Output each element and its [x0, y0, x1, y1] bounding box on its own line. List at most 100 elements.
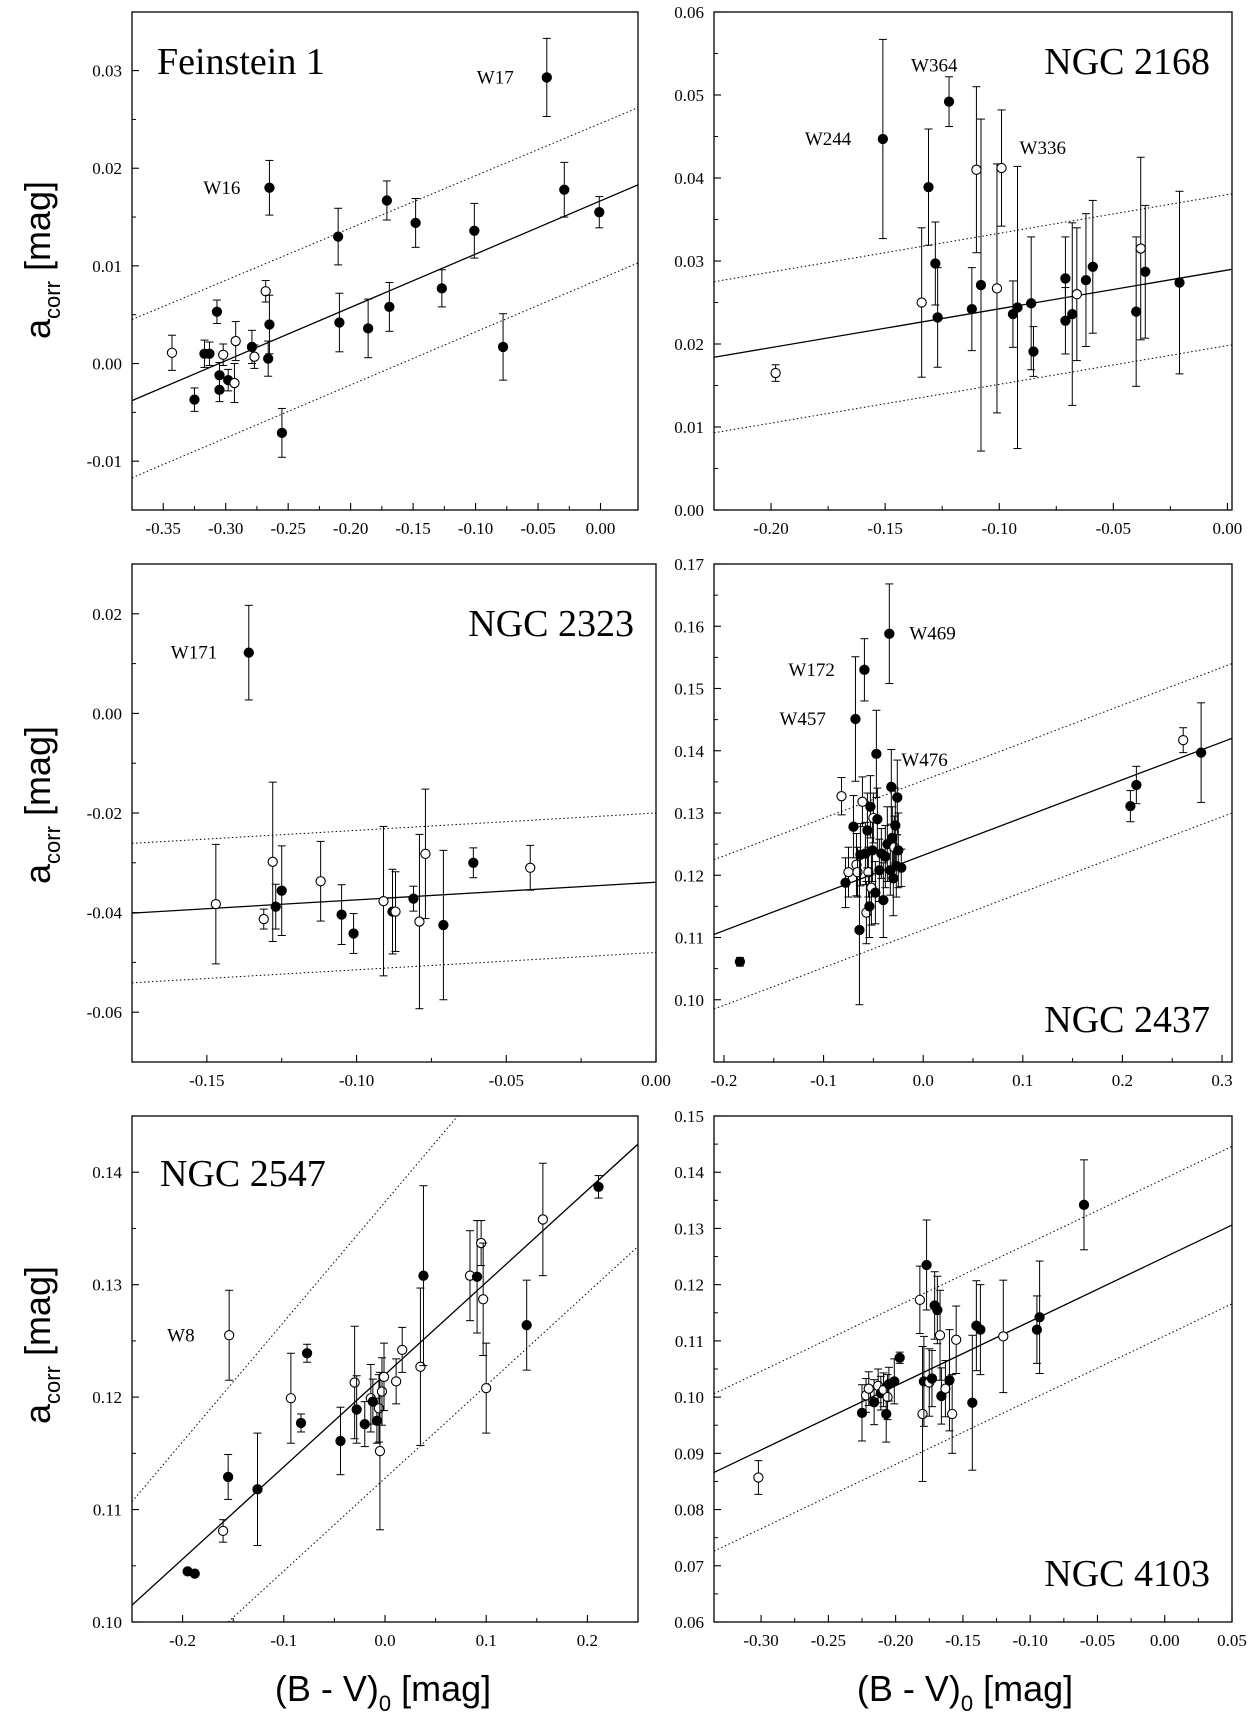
data-point-filled [1067, 308, 1078, 320]
y-axis-title-row-3: acorr [mag] [17, 1266, 65, 1424]
data-point-open [374, 1445, 386, 1457]
data-point-open [882, 1391, 893, 1403]
panel-title: NGC 2168 [1044, 41, 1210, 83]
data-point-filled [1131, 306, 1142, 317]
star-label: W336 [1020, 138, 1066, 159]
data-point-filled [1012, 302, 1023, 313]
y-tick-label: 0.06 [674, 1613, 704, 1632]
data-point-filled [214, 384, 225, 396]
y-tick-label: 0.17 [674, 555, 704, 574]
data-point-open [525, 862, 536, 873]
fit-line [132, 184, 638, 402]
x-tick-label: 0.1 [1012, 1071, 1033, 1090]
x-tick-label: -0.2 [711, 1071, 738, 1090]
y-tick-label: 0.16 [674, 617, 704, 636]
lower-bound-line [714, 1303, 1232, 1552]
data-point-filled [469, 225, 480, 236]
y-tick-label: 0.13 [92, 1276, 122, 1295]
data-point-open [229, 377, 240, 389]
data-point-filled [270, 901, 281, 912]
lower-bound-line [714, 812, 1232, 1010]
data-point-open [166, 347, 178, 358]
data-point-open [397, 1344, 408, 1356]
data-point-filled [966, 303, 978, 315]
data-point-filled [856, 1407, 868, 1419]
upper-bound-line [132, 812, 656, 844]
data-point-filled [878, 895, 889, 906]
star-label: W469 [909, 624, 955, 645]
y-tick-label: 0.02 [674, 335, 704, 354]
upper-bound-line [714, 1145, 1232, 1395]
data-point-filled [1060, 315, 1071, 326]
data-point-open [390, 906, 401, 917]
data-point-filled [436, 283, 447, 294]
data-point-filled [1087, 261, 1098, 272]
x-tick-label: -0.25 [811, 1631, 846, 1650]
data-point-open [210, 898, 221, 910]
x-tick-label: -0.20 [333, 519, 368, 538]
y-tick-label: 0.10 [674, 991, 704, 1010]
x-tick-label: -0.20 [878, 1631, 913, 1650]
chart-panel: -0.35 -0.30 -0.25 -0.20 -0.15 -0.10 -0.05 0.00 -… [87, 11, 639, 538]
data-point-filled [468, 857, 479, 868]
data-point-filled [593, 1181, 604, 1192]
data-point-filled [204, 348, 215, 359]
panel-title: NGC 4103 [1044, 1553, 1210, 1595]
data-point-open [376, 1386, 388, 1397]
data-point-filled [1026, 298, 1037, 309]
panel-title: NGC 2437 [1044, 999, 1210, 1041]
y-tick-label: 0.00 [92, 704, 122, 723]
x-tick-label: -0.20 [753, 519, 788, 538]
fit-line [714, 1224, 1232, 1474]
data-point-filled [975, 1324, 986, 1335]
y-tick-label: 0.14 [674, 1163, 704, 1182]
data-point-open [917, 1408, 928, 1420]
y-tick-label: 0.00 [92, 355, 122, 374]
data-point-filled [921, 1259, 932, 1271]
x-tick-label: 0.0 [913, 1071, 934, 1090]
data-point-open [1178, 735, 1189, 746]
data-point-open [863, 1383, 874, 1394]
lower-bound-line [132, 951, 656, 984]
data-point-filled [332, 231, 344, 242]
data-point-filled [351, 1404, 362, 1415]
data-point-open [258, 913, 269, 925]
data-point-open [537, 1214, 549, 1225]
data-point-filled [189, 1568, 200, 1579]
data-point-open [946, 1408, 958, 1420]
panel-title: Feinstein 1 [157, 41, 325, 83]
star-label: W8 [167, 1325, 194, 1346]
data-point-filled [1060, 273, 1071, 284]
data-point-filled [1125, 801, 1136, 812]
data-point-filled [926, 1373, 938, 1384]
data-point-open [230, 335, 241, 347]
data-point-filled [1131, 779, 1142, 791]
data-point-filled [975, 279, 987, 291]
data-point-filled [930, 258, 941, 269]
lower-bound-line [227, 1246, 638, 1622]
x-tick-label: 0.00 [586, 519, 616, 538]
y-tick-label: -0.01 [87, 452, 122, 471]
data-point-filled [362, 323, 374, 334]
fit-line [132, 881, 656, 914]
data-point-filled [932, 1304, 943, 1316]
data-point-filled [877, 133, 889, 145]
y-tick-label: 0.08 [674, 1501, 704, 1520]
data-point-filled [893, 845, 904, 856]
upper-bound-line [132, 1116, 459, 1503]
data-point-filled [871, 748, 882, 760]
upper-bound-line [714, 663, 1232, 861]
x-tick-label: 0.00 [1213, 519, 1243, 538]
data-point-open [285, 1393, 297, 1404]
data-point-filled [850, 713, 861, 725]
data-point-filled [884, 628, 895, 639]
y-tick-label: 0.15 [674, 1107, 704, 1126]
chart-panel: -0.2 -0.1 0.0 0.1 0.2 0.10 0.11 0.12 0.13 0.14 W8 N… [92, 1115, 639, 1650]
data-point-filled [336, 909, 347, 920]
data-point-filled [243, 647, 254, 658]
data-point-open [940, 1383, 951, 1394]
y-tick-label: 0.02 [92, 605, 122, 624]
data-point-filled [497, 341, 509, 353]
x-tick-label: 0.1 [476, 1631, 497, 1650]
x-tick-label: -0.25 [270, 519, 305, 538]
